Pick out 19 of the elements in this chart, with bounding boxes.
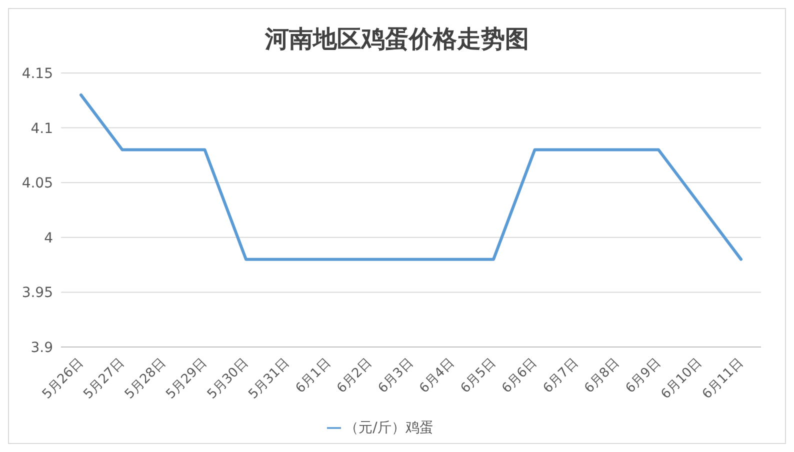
y-tick-label: 4 xyxy=(44,230,54,246)
x-tick-label: 6月7日 xyxy=(540,356,582,396)
x-tick-label: 6月2日 xyxy=(334,356,376,396)
y-tick-label: 4.05 xyxy=(22,176,53,192)
x-tick-label: 6月4日 xyxy=(416,356,458,396)
x-tick-label: 6月8日 xyxy=(582,356,623,396)
line-series xyxy=(80,93,742,261)
x-tick-label: 5月31日 xyxy=(246,356,293,402)
x-tick-label: 6月1日 xyxy=(293,356,334,396)
chart-title: 河南地区鸡蛋价格走势图 xyxy=(264,23,530,55)
y-tick-label: 3.95 xyxy=(22,285,53,302)
x-tick-label: 6月6日 xyxy=(499,356,540,396)
x-tick-label: 6月3日 xyxy=(376,356,416,396)
y-tick-label: 3.9 xyxy=(30,340,53,356)
x-tick-label: 6月11日 xyxy=(700,356,746,402)
y-tick-label: 4.1 xyxy=(30,120,53,137)
y-tick-label: 4.15 xyxy=(22,66,53,82)
legend-label: （元/斤）鸡蛋 xyxy=(344,420,434,436)
x-tick-label: 6月5日 xyxy=(458,356,499,396)
